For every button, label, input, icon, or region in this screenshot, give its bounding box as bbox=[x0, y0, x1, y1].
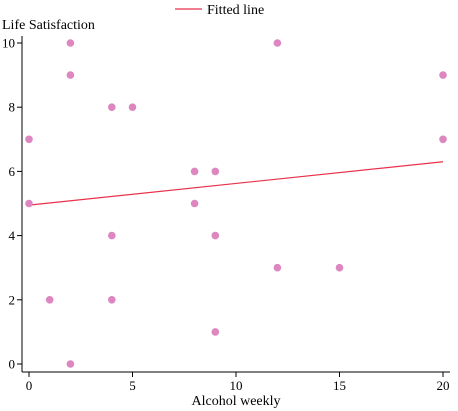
fitted-line bbox=[28, 161, 444, 206]
data-point bbox=[211, 167, 220, 176]
x-tick-label: 5 bbox=[129, 378, 136, 393]
x-tick-label: 20 bbox=[437, 378, 450, 393]
data-point bbox=[190, 199, 199, 208]
x-tick-label: 10 bbox=[230, 378, 243, 393]
data-point bbox=[128, 103, 137, 111]
data-point bbox=[439, 135, 447, 144]
data-point bbox=[66, 39, 75, 47]
scatter-points bbox=[25, 39, 447, 368]
data-point bbox=[211, 231, 220, 240]
y-tick-label: 0 bbox=[9, 357, 16, 372]
fitted-line-group bbox=[28, 161, 444, 206]
y-tick-label: 10 bbox=[2, 36, 15, 51]
y-tick-label: 2 bbox=[9, 292, 16, 307]
x-tick-label: 0 bbox=[26, 378, 33, 393]
data-point bbox=[25, 199, 33, 208]
legend: Fitted line bbox=[175, 3, 264, 18]
y-tick-label: 8 bbox=[9, 100, 16, 115]
data-point bbox=[273, 263, 282, 272]
y-tick-label: 4 bbox=[9, 228, 16, 243]
x-tick-label: 15 bbox=[333, 378, 346, 393]
data-point bbox=[211, 328, 220, 336]
data-point bbox=[25, 135, 33, 144]
data-point bbox=[108, 296, 116, 304]
data-point bbox=[45, 296, 54, 304]
data-point bbox=[335, 263, 344, 272]
data-point bbox=[439, 71, 447, 79]
data-point bbox=[190, 167, 199, 176]
y-tick-label: 6 bbox=[9, 164, 16, 179]
y-axis-title: Life Satisfaction bbox=[2, 18, 95, 33]
data-point bbox=[66, 360, 75, 368]
legend-label: Fitted line bbox=[207, 3, 264, 18]
data-point bbox=[66, 71, 75, 79]
data-point bbox=[273, 39, 282, 47]
data-point bbox=[108, 231, 116, 240]
x-axis-title: Alcohol weekly bbox=[191, 394, 280, 409]
axes: 0 5 10 15 20 0 2 4 6 8 10 bbox=[2, 36, 450, 393]
data-point bbox=[108, 103, 116, 111]
